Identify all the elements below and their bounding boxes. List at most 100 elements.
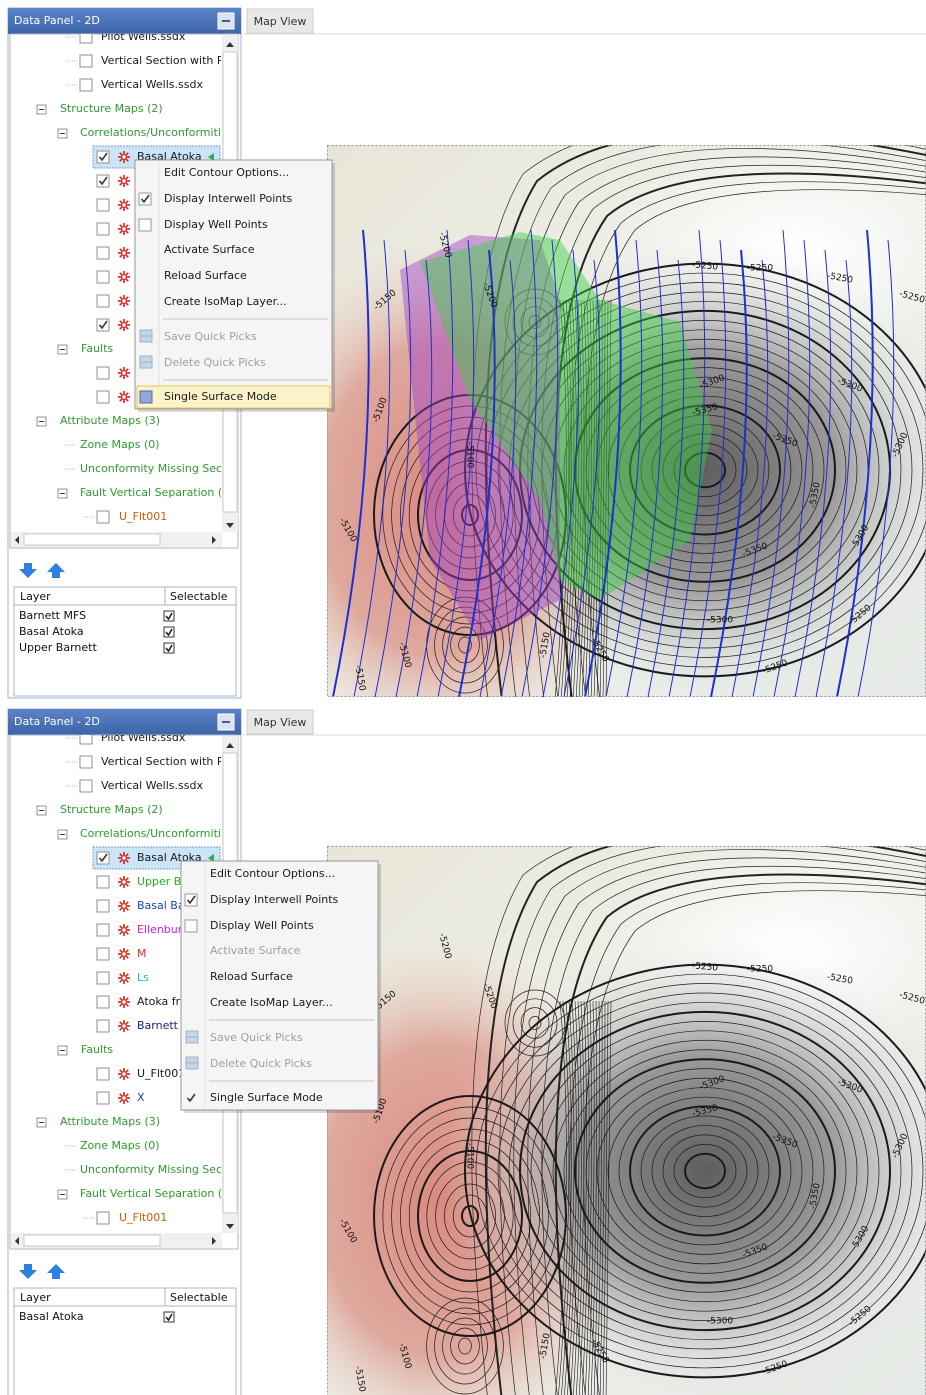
map: -5200-5200-5250-5250-5250-5250-5150-5100… <box>240 123 926 760</box>
checkbox[interactable] <box>97 924 109 936</box>
contour-label: -5300 <box>707 616 733 626</box>
surface-icon-center <box>122 1024 126 1028</box>
tree-item-label[interactable]: Zone Maps (0) <box>80 438 160 451</box>
surface-icon-center <box>122 371 126 375</box>
menu-item: Save Quick Picks <box>164 330 257 343</box>
surface-icon-center <box>122 856 126 860</box>
h-scroll-thumb[interactable] <box>24 534 160 545</box>
layer-name: Barnett MFS <box>19 609 86 622</box>
tree-item-label[interactable]: Basal Ba <box>137 899 185 912</box>
tree-item-label[interactable]: Correlations/Unconformitie <box>80 827 228 840</box>
surface-icon-center <box>122 928 126 932</box>
checkbox[interactable] <box>97 948 109 960</box>
tree-item-label[interactable]: Unconformity Missing Sect <box>80 462 227 475</box>
checkbox[interactable] <box>97 1092 109 1104</box>
tree-item-label[interactable]: Ls <box>137 971 149 984</box>
layer-table-header: Layer <box>20 1291 51 1304</box>
tree-item-label[interactable]: Attribute Maps (3) <box>60 414 160 427</box>
checkbox[interactable] <box>97 175 109 187</box>
menu-item[interactable]: Display Well Points <box>164 218 268 231</box>
checkbox[interactable] <box>97 151 109 163</box>
menu-item: Activate Surface <box>210 944 301 957</box>
tree-item-label[interactable]: Atoka fro <box>137 995 187 1008</box>
tree-item-label[interactable]: Upper Ba <box>137 875 188 888</box>
checkbox[interactable] <box>97 876 109 888</box>
tree-item-label[interactable]: Correlations/Unconformitie <box>80 126 228 139</box>
tree-item-label[interactable]: X <box>137 1091 145 1104</box>
menu-item[interactable]: Display Interwell Points <box>210 893 339 906</box>
checkbox[interactable] <box>97 391 109 403</box>
menu-item[interactable]: Display Well Points <box>210 919 314 932</box>
menu-item-icon <box>140 391 152 403</box>
tree-item-label[interactable]: Vertical Wells.ssdx <box>101 78 203 91</box>
menu-checkbox <box>139 193 151 205</box>
map-tab-title: Map View <box>254 15 307 28</box>
tree-item-label[interactable]: U_Flt001 <box>119 1211 167 1224</box>
tree-item-label[interactable]: U_Flt001 <box>119 510 167 523</box>
checkbox[interactable] <box>97 1068 109 1080</box>
layer-table <box>14 1288 236 1395</box>
tree-item-label[interactable]: Attribute Maps (3) <box>60 1115 160 1128</box>
menu-item: Delete Quick Picks <box>210 1057 312 1070</box>
surface-icon-center <box>122 323 126 327</box>
checkbox[interactable] <box>97 199 109 211</box>
checkbox[interactable] <box>97 1020 109 1032</box>
menu-item[interactable]: Create IsoMap Layer... <box>210 996 333 1009</box>
tree-item-label[interactable]: Vertical Wells.ssdx <box>101 779 203 792</box>
menu-item[interactable]: Edit Contour Options... <box>164 166 289 179</box>
contour-label: -5300 <box>707 1317 733 1327</box>
surface-icon-center <box>122 1072 126 1076</box>
tree-item-label[interactable]: Faults <box>81 342 113 355</box>
checkbox[interactable] <box>80 79 92 91</box>
menu-item[interactable]: Single Surface Mode <box>164 390 277 403</box>
layer-table-header: Selectable <box>170 1291 228 1304</box>
tree-item-label[interactable]: U_Flt001 <box>137 1067 185 1080</box>
checkbox[interactable] <box>97 295 109 307</box>
tree-item-label[interactable]: Structure Maps (2) <box>60 102 163 115</box>
surface-icon-center <box>122 880 126 884</box>
surface-icon-center <box>122 275 126 279</box>
surface-icon-center <box>122 1000 126 1004</box>
tree-item-label[interactable]: Vertical Section with Pil <box>101 755 229 768</box>
layer-table-header: Selectable <box>170 590 228 603</box>
checkbox[interactable] <box>97 996 109 1008</box>
checkbox[interactable] <box>97 319 109 331</box>
panel: Map View -5200-5200-5250-5250-5250-5250-5… <box>8 8 926 760</box>
checkbox[interactable] <box>97 271 109 283</box>
menu-item: Delete Quick Picks <box>164 356 266 369</box>
checkbox[interactable] <box>80 55 92 67</box>
menu-item[interactable]: Create IsoMap Layer... <box>164 295 287 308</box>
menu-item[interactable]: Activate Surface <box>164 243 255 256</box>
tree-item-label[interactable]: M <box>137 947 147 960</box>
checkbox[interactable] <box>97 223 109 235</box>
tree-item-label[interactable]: Faults <box>81 1043 113 1056</box>
layer-table-header: Layer <box>20 590 51 603</box>
checkbox[interactable] <box>80 780 92 792</box>
checkbox[interactable] <box>80 756 92 768</box>
menu-item[interactable]: Edit Contour Options... <box>210 867 335 880</box>
contour-label: -5100 <box>465 1143 475 1169</box>
checkbox[interactable] <box>97 511 109 523</box>
checkbox[interactable] <box>97 900 109 912</box>
menu-item[interactable]: Single Surface Mode <box>210 1091 323 1104</box>
surface-icon-center <box>122 904 126 908</box>
tree-item-label[interactable]: Structure Maps (2) <box>60 803 163 816</box>
tree-item-label[interactable]: Zone Maps (0) <box>80 1139 160 1152</box>
tree-item-label[interactable]: Vertical Section with Pil <box>101 54 229 67</box>
checkbox[interactable] <box>97 1212 109 1224</box>
surface-icon-center <box>122 155 126 159</box>
checkbox[interactable] <box>97 972 109 984</box>
menu-checkbox <box>185 894 197 906</box>
menu-item[interactable]: Display Interwell Points <box>164 192 293 205</box>
h-scroll-thumb[interactable] <box>24 1235 160 1246</box>
checkbox[interactable] <box>97 852 109 864</box>
tree-item-label[interactable]: Fault Vertical Separation (2 <box>80 1187 229 1200</box>
checkbox[interactable] <box>97 247 109 259</box>
menu-item[interactable]: Reload Surface <box>210 970 293 983</box>
menu-item[interactable]: Reload Surface <box>164 269 247 282</box>
menu-checkbox <box>185 920 197 932</box>
tree-item-label[interactable]: Unconformity Missing Sect <box>80 1163 227 1176</box>
tree-item-label[interactable]: Fault Vertical Separation (2 <box>80 486 229 499</box>
checkbox[interactable] <box>97 367 109 379</box>
menu-checkbox <box>139 219 151 231</box>
